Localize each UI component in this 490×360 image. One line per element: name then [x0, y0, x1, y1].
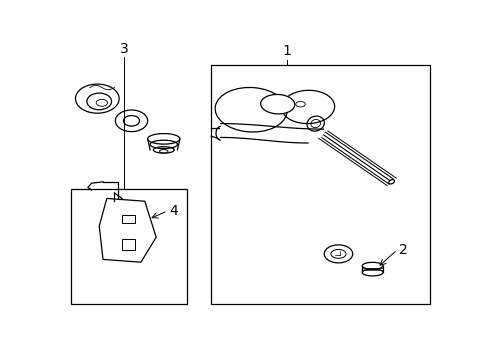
Bar	[122, 215, 135, 223]
Bar	[71, 189, 187, 304]
Text: 2: 2	[399, 243, 408, 257]
Text: 4: 4	[170, 204, 178, 218]
Bar	[122, 239, 135, 250]
Bar	[211, 66, 430, 304]
Ellipse shape	[389, 180, 394, 184]
Text: 3: 3	[120, 42, 128, 56]
Ellipse shape	[261, 94, 295, 114]
Text: 1: 1	[283, 44, 292, 58]
